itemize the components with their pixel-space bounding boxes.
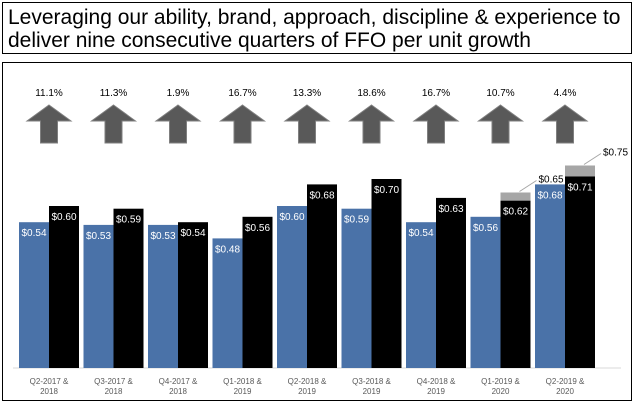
bar-current-period-label: $0.54 bbox=[180, 228, 205, 239]
growth-arrow-icon bbox=[541, 104, 589, 144]
bar-current-period-label: $0.68 bbox=[309, 190, 334, 201]
bar-prior-period-label: $0.56 bbox=[473, 223, 498, 234]
bar-current-period bbox=[371, 179, 402, 368]
growth-percent-label: 13.3% bbox=[293, 88, 321, 99]
growth-arrow-icon bbox=[218, 104, 267, 144]
bar-current-period-label: $0.56 bbox=[245, 223, 270, 234]
bar-adjustment-segment bbox=[565, 165, 595, 177]
x-tick-label: 2019 bbox=[427, 387, 445, 396]
growth-percent-label: 16.7% bbox=[228, 88, 256, 99]
x-tick-label: Q4-2018 & bbox=[417, 377, 456, 386]
growth-arrow-icon bbox=[283, 104, 331, 144]
bar-prior-period bbox=[19, 222, 49, 368]
growth-percent-label: 4.4% bbox=[554, 88, 577, 99]
bar-current-period-label: $0.71 bbox=[567, 182, 592, 193]
bar-prior-period-label: $0.53 bbox=[86, 231, 111, 242]
bar-current-period-label: $0.63 bbox=[438, 204, 463, 215]
growth-arrow-icon bbox=[412, 104, 460, 144]
growth-percent-label: 11.1% bbox=[35, 88, 63, 99]
x-tick-label: Q1-2018 & bbox=[223, 377, 262, 386]
x-tick-label: 2019 bbox=[298, 387, 316, 396]
bar-prior-period-label: $0.53 bbox=[150, 231, 175, 242]
adjusted-total-label: $0.75 bbox=[603, 148, 628, 159]
bar-prior-period bbox=[277, 206, 307, 368]
growth-percent-label: 16.7% bbox=[422, 88, 450, 99]
adjusted-total-label: $0.65 bbox=[539, 175, 564, 186]
bar-prior-period-label: $0.54 bbox=[408, 228, 433, 239]
x-tick-label: 2019 bbox=[363, 387, 381, 396]
callout-leader-line bbox=[583, 153, 602, 165]
bar-current-period-label: $0.60 bbox=[51, 212, 76, 223]
title-line-1: Leveraging our ability, brand, approach,… bbox=[8, 6, 621, 29]
bar-prior-period bbox=[148, 224, 178, 368]
x-tick-label: 2020 bbox=[492, 387, 510, 396]
bar-prior-period bbox=[406, 222, 436, 368]
growth-percent-label: 11.3% bbox=[100, 88, 128, 99]
x-tick-label: Q3-2018 & bbox=[352, 377, 391, 386]
bar-current-period-label: $0.62 bbox=[503, 207, 528, 218]
bar-current-period-label: $0.59 bbox=[116, 215, 141, 226]
bar-current-period-label: $0.70 bbox=[374, 185, 399, 196]
bar-prior-period bbox=[341, 208, 372, 368]
growth-percent-label: 1.9% bbox=[167, 88, 190, 99]
bar-current-period bbox=[49, 206, 79, 368]
x-tick-label: Q2-2019 & bbox=[546, 377, 585, 386]
bar-prior-period-label: $0.59 bbox=[344, 215, 369, 226]
bar-current-period bbox=[307, 184, 337, 368]
bar-current-period bbox=[242, 216, 273, 368]
bar-current-period bbox=[500, 200, 531, 368]
bar-prior-period-label: $0.48 bbox=[215, 244, 240, 255]
x-tick-label: 2019 bbox=[234, 387, 252, 396]
bar-adjustment-segment bbox=[500, 192, 531, 201]
bar-current-period bbox=[178, 222, 208, 368]
growth-percent-label: 18.6% bbox=[357, 88, 385, 99]
bar-prior-period-label: $0.60 bbox=[279, 212, 304, 223]
x-tick-label: Q2-2018 & bbox=[288, 377, 327, 386]
callout-leader-line bbox=[519, 180, 537, 192]
x-tick-label: Q3-2017 & bbox=[94, 377, 133, 386]
x-tick-label: Q2-2017 & bbox=[30, 377, 69, 386]
bar-prior-period bbox=[535, 184, 565, 368]
title-box: Leveraging our ability, brand, approach,… bbox=[2, 2, 632, 54]
chart-frame: $0.54 $0.60 11.1% Q2-2017 & 2018 $0.53 $0.59 11… bbox=[2, 62, 632, 401]
x-tick-label: 2018 bbox=[40, 387, 58, 396]
title-line-2: deliver nine consecutive quarters of FFO… bbox=[8, 29, 531, 52]
x-tick-label: 2020 bbox=[556, 387, 574, 396]
x-tick-label: Q4-2017 & bbox=[159, 377, 198, 386]
growth-arrow-icon bbox=[476, 104, 525, 144]
bar-prior-period bbox=[470, 216, 501, 368]
growth-arrow-icon bbox=[89, 104, 138, 144]
growth-percent-label: 10.7% bbox=[486, 88, 514, 99]
bar-prior-period bbox=[212, 238, 243, 368]
x-tick-label: Q1-2019 & bbox=[481, 377, 520, 386]
x-tick-label: 2018 bbox=[169, 387, 187, 396]
bar-current-period bbox=[436, 197, 466, 368]
growth-arrow-icon bbox=[154, 104, 202, 144]
bar-prior-period-label: $0.68 bbox=[537, 190, 562, 201]
bar-current-period bbox=[565, 176, 595, 368]
x-tick-label: 2018 bbox=[105, 387, 123, 396]
bar-current-period bbox=[113, 208, 144, 368]
bar-prior-period bbox=[83, 224, 114, 368]
growth-arrow-icon bbox=[25, 104, 73, 144]
growth-arrow-icon bbox=[347, 104, 396, 144]
bar-prior-period-label: $0.54 bbox=[21, 228, 46, 239]
